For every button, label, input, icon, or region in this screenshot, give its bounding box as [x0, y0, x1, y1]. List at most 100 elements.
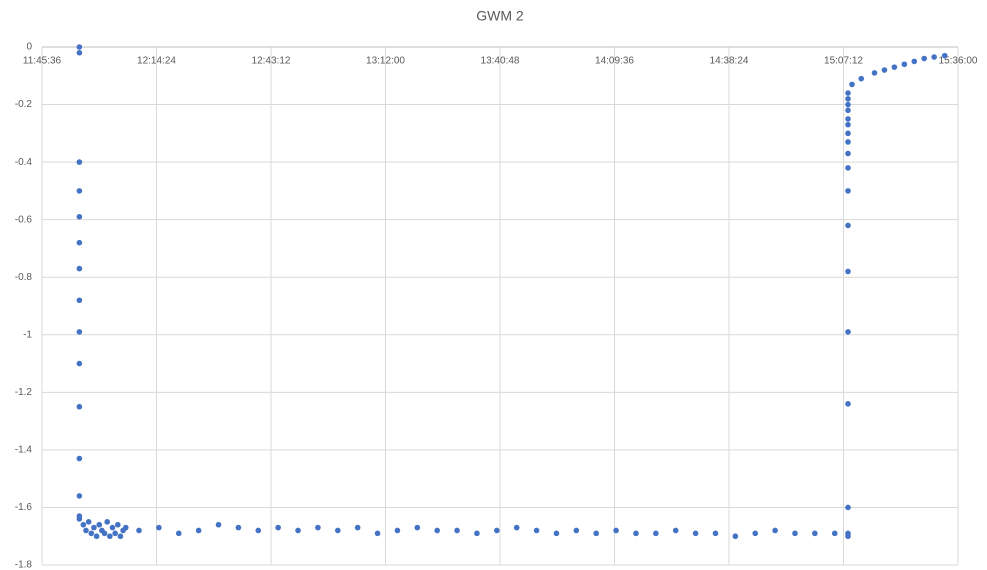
point [849, 81, 855, 88]
x-tick-label: 15:36:00 [939, 56, 978, 67]
point [76, 44, 83, 50]
point [845, 222, 851, 229]
x-tick-label: 12:14:24 [137, 56, 176, 67]
point [96, 521, 103, 528]
point [76, 213, 83, 220]
point [845, 107, 851, 114]
point [83, 527, 89, 534]
point [901, 61, 908, 68]
y-tick-label: -1 [23, 329, 32, 340]
x-tick-label: 11:45:36 [23, 56, 62, 67]
point [921, 55, 928, 62]
point [672, 527, 679, 534]
point [613, 527, 619, 534]
point [76, 329, 83, 335]
point [593, 530, 600, 537]
point [76, 516, 83, 522]
point [93, 533, 100, 540]
y-tick-label: -0.4 [15, 157, 33, 168]
point [91, 524, 97, 531]
point [653, 530, 659, 537]
x-tick-label: 13:12:00 [366, 56, 405, 67]
y-tick-label: -0.2 [15, 99, 33, 110]
point [881, 67, 888, 73]
point [941, 52, 948, 59]
point [109, 524, 116, 531]
y-tick-label: -1.8 [15, 560, 33, 570]
x-tick-label: 12:43:12 [252, 56, 291, 67]
point [76, 159, 83, 165]
point [845, 150, 851, 157]
point [374, 530, 381, 537]
point [434, 527, 440, 534]
point [414, 524, 421, 531]
point [692, 530, 699, 537]
point [845, 401, 851, 407]
point [573, 527, 580, 534]
y-tick-label: 0 [26, 42, 32, 53]
point [845, 504, 851, 511]
y-tick-label: -1.2 [15, 387, 33, 398]
point [845, 329, 851, 335]
x-tick-label: 13:40:48 [481, 56, 520, 67]
point [845, 188, 851, 194]
point [712, 530, 719, 537]
point [88, 530, 95, 537]
point [275, 524, 281, 531]
point [533, 527, 540, 534]
x-tick-label: 15:07:12 [824, 56, 863, 67]
point [334, 527, 341, 534]
point [354, 524, 361, 531]
point [104, 519, 111, 525]
point [122, 524, 129, 531]
y-tick-label: -0.6 [15, 214, 33, 225]
point [871, 70, 878, 76]
point [845, 130, 851, 137]
point [76, 188, 83, 194]
point [107, 533, 113, 540]
point [812, 530, 818, 537]
point [76, 493, 83, 499]
point [101, 530, 108, 537]
point [858, 75, 865, 82]
point [215, 521, 222, 528]
y-tick-label: -1.6 [15, 502, 33, 513]
y-tick-label: -1.4 [15, 445, 33, 456]
point [891, 64, 898, 70]
point [454, 527, 460, 534]
point [76, 455, 83, 462]
point [474, 530, 480, 537]
point [633, 530, 639, 537]
point [76, 360, 83, 367]
point [845, 268, 851, 275]
point [732, 533, 739, 540]
point [76, 49, 83, 56]
point [295, 527, 301, 534]
point [175, 530, 182, 537]
point [85, 519, 92, 525]
point [76, 403, 83, 410]
point [845, 530, 851, 537]
point [513, 524, 520, 531]
point [112, 530, 118, 537]
point [76, 265, 83, 272]
point [394, 527, 401, 534]
point [494, 527, 500, 534]
point [115, 521, 121, 528]
point [845, 165, 851, 171]
point [845, 116, 851, 122]
point [911, 58, 918, 65]
point [136, 527, 142, 534]
chart-title: GWM 2 [476, 8, 524, 24]
point [255, 527, 262, 534]
x-tick-label: 14:38:24 [710, 56, 749, 67]
point [156, 524, 162, 531]
x-tick-label: 14:09:36 [595, 56, 634, 67]
point [315, 524, 321, 531]
point [845, 101, 851, 108]
point [845, 96, 851, 102]
point [235, 524, 242, 531]
point [80, 521, 87, 528]
point [76, 297, 83, 304]
